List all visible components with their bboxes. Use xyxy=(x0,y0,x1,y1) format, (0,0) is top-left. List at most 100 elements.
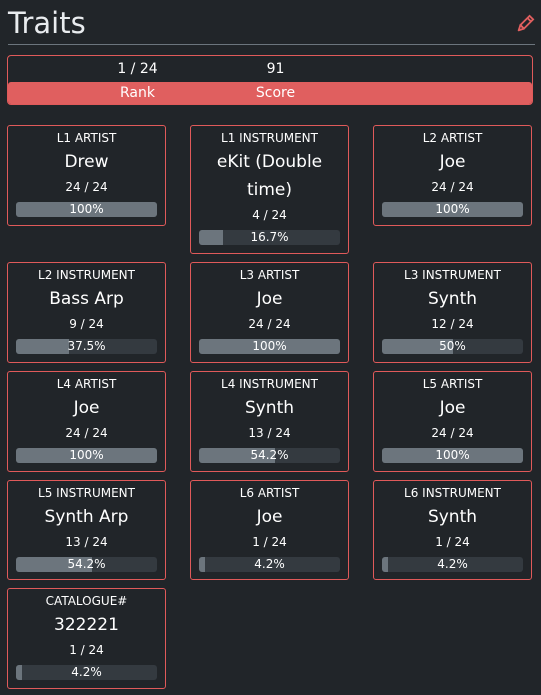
trait-card: L1 ARTIST Drew 24 / 24 100% xyxy=(7,125,166,226)
trait-card: L5 INSTRUMENT Synth Arp 13 / 24 54.2% xyxy=(7,480,166,580)
trait-card: L6 INSTRUMENT Synth 1 / 24 4.2% xyxy=(373,480,532,580)
trait-percent: 100% xyxy=(252,339,287,353)
trait-progress-bar: 37.5% xyxy=(16,339,157,354)
trait-card: L2 INSTRUMENT Bass Arp 9 / 24 37.5% xyxy=(7,262,166,363)
trait-progress-bar: 100% xyxy=(16,202,157,217)
trait-percent: 4.2% xyxy=(254,557,285,571)
trait-progress-fill xyxy=(16,665,22,680)
trait-progress-bar: 54.2% xyxy=(199,448,340,463)
trait-count: 24 / 24 xyxy=(65,426,108,440)
trait-card: L2 ARTIST Joe 24 / 24 100% xyxy=(373,125,532,226)
trait-name: Joe xyxy=(256,289,283,309)
score-label: Score xyxy=(255,85,296,101)
trait-category: L1 INSTRUMENT xyxy=(221,131,318,145)
trait-name: Bass Arp xyxy=(49,289,124,309)
trait-category: CATALOGUE# xyxy=(45,594,128,608)
trait-count: 9 / 24 xyxy=(69,317,104,331)
trait-count: 4 / 24 xyxy=(252,208,287,222)
trait-progress-fill xyxy=(199,448,276,463)
trait-card: L6 ARTIST Joe 1 / 24 4.2% xyxy=(190,480,349,580)
trait-progress-bar: 100% xyxy=(382,202,523,217)
trait-name: Joe xyxy=(439,152,466,172)
trait-count: 24 / 24 xyxy=(431,180,474,194)
trait-progress-bar: 4.2% xyxy=(16,665,157,680)
trait-count: 24 / 24 xyxy=(248,317,291,331)
trait-progress-bar: 50% xyxy=(382,339,523,354)
trait-percent: 100% xyxy=(69,202,104,216)
trait-progress-bar: 100% xyxy=(16,448,157,463)
trait-name: Synth xyxy=(427,289,478,309)
trait-count: 24 / 24 xyxy=(431,426,474,440)
trait-category: L2 ARTIST xyxy=(422,131,483,145)
trait-count: 1 / 24 xyxy=(435,535,470,549)
trait-progress-fill xyxy=(16,339,69,354)
trait-progress-bar: 16.7% xyxy=(199,230,340,245)
trait-category: L4 INSTRUMENT xyxy=(221,377,318,391)
trait-category: L4 ARTIST xyxy=(56,377,117,391)
trait-percent: 37.5% xyxy=(67,339,106,353)
header-divider xyxy=(8,44,535,45)
page-title: Traits xyxy=(8,6,86,40)
trait-percent: 54.2% xyxy=(67,557,106,571)
trait-progress-fill xyxy=(199,339,340,354)
trait-progress-fill xyxy=(16,202,157,217)
trait-name: Synth xyxy=(244,398,295,418)
rank-label: Rank xyxy=(120,85,155,101)
trait-percent: 54.2% xyxy=(250,448,289,462)
trait-name: Synth Arp xyxy=(44,507,129,527)
trait-name: Drew xyxy=(64,152,109,172)
trait-category: L3 ARTIST xyxy=(239,268,300,282)
trait-percent: 4.2% xyxy=(437,557,468,571)
trait-card: L3 ARTIST Joe 24 / 24 100% xyxy=(190,262,349,363)
trait-name: eKit (Double time) xyxy=(216,152,323,200)
trait-card: L3 INSTRUMENT Synth 12 / 24 50% xyxy=(373,262,532,363)
trait-progress-fill xyxy=(382,339,453,354)
trait-progress-bar: 4.2% xyxy=(382,557,523,572)
trait-category: L2 INSTRUMENT xyxy=(38,268,135,282)
trait-count: 1 / 24 xyxy=(252,535,287,549)
trait-progress-bar: 100% xyxy=(199,339,340,354)
trait-card: L4 ARTIST Joe 24 / 24 100% xyxy=(7,371,166,472)
trait-name: 322221 xyxy=(54,615,119,635)
rank-value: 1 / 24 xyxy=(117,61,158,77)
trait-card: L4 INSTRUMENT Synth 13 / 24 54.2% xyxy=(190,371,349,472)
trait-progress-fill xyxy=(382,448,523,463)
trait-percent: 16.7% xyxy=(250,230,289,244)
trait-category: L1 ARTIST xyxy=(56,131,117,145)
trait-name: Joe xyxy=(73,398,100,418)
trait-card: L1 INSTRUMENT eKit (Double time) 4 / 24 16.… xyxy=(190,125,349,254)
trait-progress-bar: 4.2% xyxy=(199,557,340,572)
trait-count: 24 / 24 xyxy=(65,180,108,194)
trait-percent: 100% xyxy=(435,448,470,462)
trait-card: L5 ARTIST Joe 24 / 24 100% xyxy=(373,371,532,472)
trait-category: L5 INSTRUMENT xyxy=(38,486,135,500)
traits-header: Traits xyxy=(8,6,535,45)
trait-name: Joe xyxy=(439,398,466,418)
trait-category: L6 ARTIST xyxy=(239,486,300,500)
trait-progress-fill xyxy=(16,448,157,463)
trait-name: Synth xyxy=(427,507,478,527)
trait-name: Joe xyxy=(256,507,283,527)
trait-count: 1 / 24 xyxy=(69,643,104,657)
trait-progress-bar: 54.2% xyxy=(16,557,157,572)
trait-count: 13 / 24 xyxy=(65,535,108,549)
trait-percent: 4.2% xyxy=(71,665,102,679)
trait-progress-fill xyxy=(199,230,223,245)
rank-score-bar: Rank Score xyxy=(8,82,532,104)
trait-percent: 100% xyxy=(69,448,104,462)
trait-progress-fill xyxy=(382,557,388,572)
trait-percent: 100% xyxy=(435,202,470,216)
trait-category: L3 INSTRUMENT xyxy=(404,268,501,282)
trait-progress-fill xyxy=(16,557,93,572)
trait-count: 13 / 24 xyxy=(248,426,291,440)
trait-progress-bar: 100% xyxy=(382,448,523,463)
trait-category: L6 INSTRUMENT xyxy=(404,486,501,500)
trait-card: CATALOGUE# 322221 1 / 24 4.2% xyxy=(7,588,166,689)
rank-score-summary: 1 / 24 91 Rank Score xyxy=(7,55,533,105)
trait-progress-fill xyxy=(199,557,205,572)
score-value: 91 xyxy=(266,61,285,77)
trait-progress-fill xyxy=(382,202,523,217)
trait-percent: 50% xyxy=(439,339,466,353)
trait-category: L5 ARTIST xyxy=(422,377,483,391)
pencil-icon[interactable] xyxy=(515,14,535,34)
